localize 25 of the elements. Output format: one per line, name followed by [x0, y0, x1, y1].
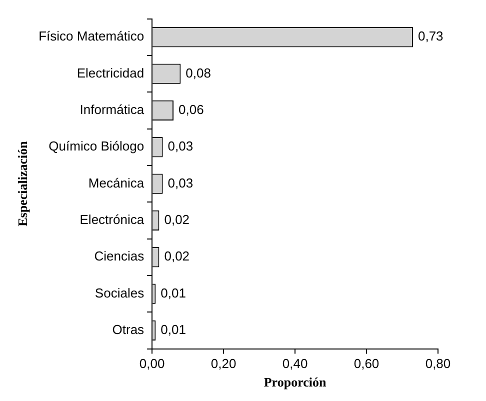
data-label: 0,08	[186, 65, 211, 80]
data-label: 0,06	[178, 102, 204, 118]
y-tick-label: Informática	[80, 102, 145, 118]
y-tick-label: Mecánica	[88, 175, 145, 190]
data-label: 0,73	[418, 28, 444, 44]
y-tick-label: Otras	[112, 322, 145, 338]
y-tick-label: Sociales	[94, 285, 145, 300]
x-tick-label: 0,60	[354, 356, 380, 372]
x-tick-label: 0,80	[425, 356, 451, 372]
data-label: 0,01	[160, 322, 186, 338]
y-tick-label: Químico Biólogo	[48, 138, 144, 154]
data-label: 0,03	[168, 175, 194, 190]
y-tick-label: Electricidad	[76, 65, 144, 80]
data-label: 0,01	[160, 285, 186, 300]
y-tick-label: Físico Matemático	[38, 28, 144, 44]
y-tick-label: Electrónica	[80, 212, 145, 228]
x-tick-label: 0,20	[210, 356, 236, 372]
data-label: 0,03	[168, 138, 194, 154]
y-axis-title: Especialización	[15, 140, 30, 226]
data-label: 0,02	[164, 212, 190, 228]
y-tick-label: Ciencias	[94, 248, 145, 264]
x-tick-label: 0,40	[282, 356, 308, 372]
data-label: 0,02	[164, 248, 190, 264]
x-tick-label: 0,00	[139, 356, 165, 372]
x-axis-title: Proporción	[264, 374, 327, 390]
